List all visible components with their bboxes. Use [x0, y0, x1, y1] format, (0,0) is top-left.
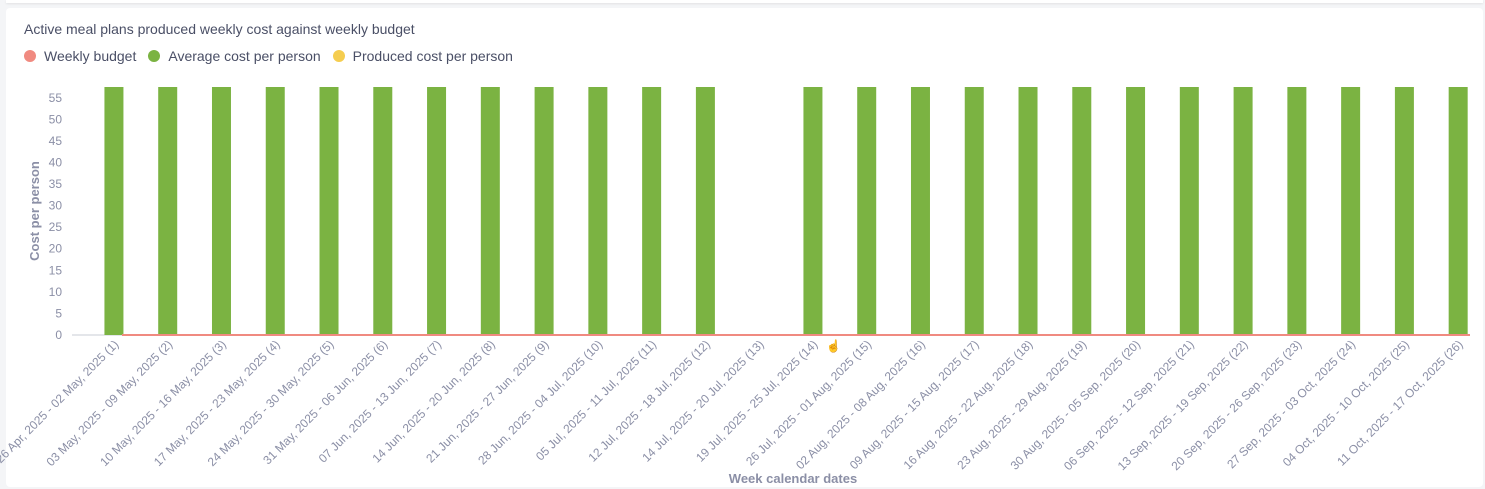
- y-tick-label: 30: [49, 199, 63, 213]
- bar-average-cost[interactable]: [319, 87, 339, 335]
- bar-average-cost[interactable]: [1287, 87, 1307, 335]
- legend-label-produced-cost: Produced cost per person: [352, 48, 513, 64]
- legend-label-weekly-budget: Weekly budget: [44, 48, 137, 64]
- bar-average-cost[interactable]: [910, 87, 930, 335]
- bar-average-cost[interactable]: [158, 87, 178, 335]
- x-axis-label: Week calendar dates: [729, 471, 857, 486]
- bar-average-cost[interactable]: [373, 87, 393, 335]
- bar-average-cost[interactable]: [1179, 87, 1199, 335]
- y-tick-label: 35: [49, 177, 63, 191]
- chart-title: Active meal plans produced weekly cost a…: [24, 21, 415, 37]
- bar-average-cost[interactable]: [857, 87, 877, 335]
- bar-average-cost[interactable]: [803, 87, 823, 335]
- legend-label-average-cost: Average cost per person: [168, 48, 321, 64]
- top-strip: [6, 0, 1483, 3]
- bar-average-cost[interactable]: [1233, 87, 1253, 335]
- y-tick-label: 25: [49, 220, 63, 234]
- bar-average-cost[interactable]: [1126, 87, 1146, 335]
- bar-average-cost[interactable]: [1448, 87, 1468, 335]
- y-tick-label: 5: [55, 306, 62, 320]
- legend-dot-produced-cost: [332, 50, 345, 62]
- bar-average-cost[interactable]: [695, 87, 715, 335]
- pointer-cursor-icon: ☝: [826, 338, 841, 353]
- bar-average-cost[interactable]: [1018, 87, 1038, 335]
- y-tick-label: 20: [49, 242, 63, 256]
- y-tick-label: 0: [55, 328, 62, 342]
- bar-average-cost[interactable]: [1341, 87, 1361, 335]
- bar-average-cost[interactable]: [104, 87, 124, 335]
- legend-item-weekly-budget[interactable]: Weekly budget: [24, 48, 136, 64]
- y-tick-label: 40: [49, 155, 63, 169]
- bar-average-cost[interactable]: [1072, 87, 1092, 335]
- bar-average-cost[interactable]: [480, 87, 500, 335]
- legend-dot-average-cost: [148, 50, 161, 62]
- y-axis-label: Cost per person: [27, 161, 42, 261]
- chart-legend: Weekly budget Average cost per person Pr…: [24, 48, 525, 64]
- y-tick-label: 45: [49, 134, 63, 148]
- legend-item-average-cost[interactable]: Average cost per person: [148, 48, 321, 64]
- bar-average-cost[interactable]: [588, 87, 608, 335]
- y-tick-label: 10: [49, 285, 63, 299]
- y-tick-label: 50: [49, 112, 63, 126]
- bar-average-cost[interactable]: [265, 87, 285, 335]
- bar-average-cost[interactable]: [1394, 87, 1414, 335]
- legend-dot-weekly-budget: [24, 50, 36, 62]
- bar-average-cost[interactable]: [534, 87, 554, 335]
- y-tick-label: 15: [49, 263, 63, 277]
- legend-item-produced-cost[interactable]: Produced cost per person: [332, 48, 513, 64]
- y-tick-label: 55: [49, 91, 63, 105]
- bar-average-cost[interactable]: [642, 87, 662, 335]
- bar-average-cost[interactable]: [427, 87, 447, 335]
- bar-average-cost[interactable]: [964, 87, 984, 335]
- bar-average-cost[interactable]: [211, 87, 231, 335]
